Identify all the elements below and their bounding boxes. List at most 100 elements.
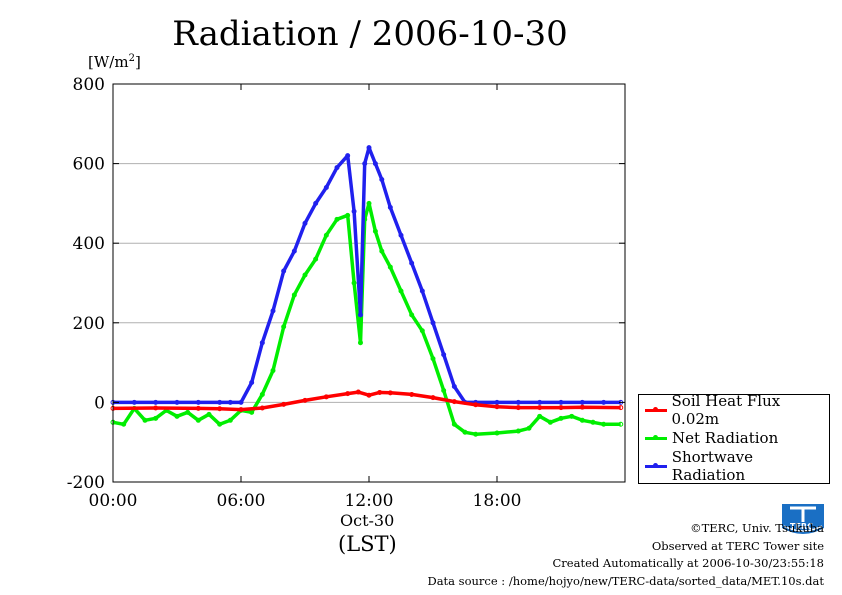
chart-title: Radiation / 2006-10-30 (172, 14, 568, 54)
data-point-net-radiation (270, 368, 276, 374)
data-point-shortwave-radiation (291, 248, 297, 254)
data-point-net-radiation (302, 272, 308, 278)
data-point-net-radiation (313, 256, 319, 262)
data-point-shortwave-radiation (362, 161, 368, 167)
data-point-shortwave-radiation (372, 161, 378, 167)
data-point-net-radiation (185, 409, 191, 415)
data-point-soil-heat-flux-0-02m (195, 405, 201, 411)
data-point-soil-heat-flux-0-02m (537, 405, 543, 411)
data-point-net-radiation (462, 429, 468, 435)
data-point-soil-heat-flux-0-02m (430, 395, 436, 401)
data-point-soil-heat-flux-0-02m (355, 389, 361, 395)
legend-swatch-net-radiation (645, 434, 667, 440)
data-point-net-radiation (409, 312, 415, 318)
data-point-net-radiation (291, 292, 297, 298)
data-point-soil-heat-flux-0-02m (558, 405, 564, 411)
data-point-soil-heat-flux-0-02m (238, 407, 244, 413)
data-point-net-radiation (526, 425, 532, 431)
y-ticks: -200 0 200 400 600 800 (67, 75, 625, 493)
data-point-shortwave-radiation (515, 399, 521, 405)
data-point-shortwave-radiation (323, 184, 329, 190)
data-point-net-radiation (419, 328, 425, 334)
y-tick-label: -200 (67, 473, 105, 493)
legend-label-shortwave-radiation: Shortwave Radiation (671, 448, 753, 484)
data-point-net-radiation (558, 415, 564, 421)
series-group (110, 145, 624, 437)
data-point-soil-heat-flux-0-02m (281, 401, 287, 407)
data-point-shortwave-radiation (430, 320, 436, 326)
data-point-shortwave-radiation (217, 399, 223, 405)
data-point-shortwave-radiation (366, 145, 372, 151)
data-point-soil-heat-flux-0-02m (259, 405, 265, 411)
data-point-soil-heat-flux-0-02m (618, 405, 624, 411)
data-point-shortwave-radiation (195, 399, 201, 405)
data-point-shortwave-radiation (387, 204, 393, 210)
data-point-net-radiation (398, 288, 404, 294)
data-point-net-radiation (473, 431, 479, 437)
data-point-soil-heat-flux-0-02m (451, 399, 457, 405)
data-point-shortwave-radiation (419, 288, 425, 294)
data-point-net-radiation (494, 430, 500, 436)
data-point-soil-heat-flux-0-02m (579, 404, 585, 410)
data-point-shortwave-radiation (131, 399, 137, 405)
data-point-net-radiation (357, 340, 363, 346)
data-point-net-radiation (590, 419, 596, 425)
data-point-net-radiation (515, 428, 521, 434)
series-line-shortwave-radiation (113, 145, 621, 405)
data-point-net-radiation (537, 413, 543, 419)
y-tick-label: 200 (73, 314, 105, 334)
data-point-soil-heat-flux-0-02m (377, 389, 383, 395)
data-point-shortwave-radiation (441, 352, 447, 358)
y-axis-unit: [W/m2] (88, 53, 141, 71)
x-tick-label: 12:00 (345, 491, 394, 511)
data-point-net-radiation (334, 216, 340, 222)
data-point-soil-heat-flux-0-02m (217, 406, 223, 412)
data-point-net-radiation (345, 212, 351, 218)
data-point-shortwave-radiation (334, 165, 340, 171)
logo-text: TERC (790, 522, 813, 531)
data-point-shortwave-radiation (281, 268, 287, 274)
data-point-shortwave-radiation (249, 380, 255, 385)
y-unit-superscript: 2 (128, 53, 135, 64)
data-point-net-radiation (379, 248, 385, 254)
data-point-net-radiation (372, 228, 378, 234)
data-point-shortwave-radiation (558, 399, 564, 405)
data-point-net-radiation (227, 417, 233, 423)
footer-source: Data source : /home/hojyo/new/TERC-data/… (427, 573, 824, 588)
footer-created: Created Automatically at 2006-10-30/23:5… (552, 556, 825, 570)
data-point-net-radiation (430, 356, 436, 362)
data-point-net-radiation (323, 232, 329, 238)
data-point-shortwave-radiation (601, 399, 607, 405)
legend-label-net-radiation: Net Radiation (672, 429, 779, 447)
data-point-shortwave-radiation (409, 260, 415, 266)
x-axis-date-label: Oct-30 (340, 511, 395, 530)
x-tick-label: 00:00 (89, 491, 138, 511)
legend-swatch-soil-heat-flux (645, 406, 667, 412)
data-point-net-radiation (601, 421, 607, 427)
data-point-net-radiation (217, 421, 223, 427)
data-point-shortwave-radiation (345, 153, 351, 159)
legend-item-soil-heat-flux: Soil Heat Flux 0.02m (645, 392, 829, 428)
legend-item-net-radiation: Net Radiation (645, 427, 778, 449)
data-point-net-radiation (569, 413, 575, 419)
data-point-soil-heat-flux-0-02m (345, 391, 351, 397)
data-point-shortwave-radiation (379, 177, 385, 183)
data-point-shortwave-radiation (351, 208, 357, 214)
data-point-shortwave-radiation (451, 383, 457, 389)
chart-legend: Soil Heat Flux 0.02m Net Radiation Short… (638, 392, 830, 484)
data-point-shortwave-radiation (227, 399, 233, 405)
data-point-net-radiation (153, 415, 159, 421)
data-point-net-radiation (281, 324, 287, 330)
data-point-net-radiation (142, 417, 148, 423)
data-point-shortwave-radiation (270, 308, 276, 314)
footer-info: ©TERC, Univ. Tsukuba Observed at TERC To… (427, 520, 824, 590)
data-point-shortwave-radiation (313, 200, 319, 206)
data-point-net-radiation (195, 417, 201, 423)
x-axis-label: (LST) (338, 532, 397, 556)
data-point-soil-heat-flux-0-02m (323, 394, 329, 400)
data-point-net-radiation (206, 411, 212, 417)
y-tick-label: 400 (73, 234, 105, 254)
footer-copyright: ©TERC, Univ. Tsukuba (690, 521, 824, 535)
legend-swatch-shortwave-radiation (645, 462, 667, 468)
